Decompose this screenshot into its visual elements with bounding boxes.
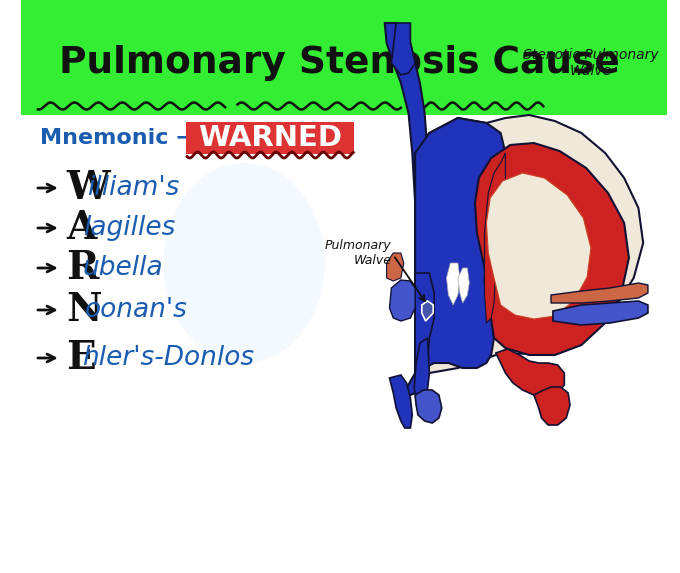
Text: E: E (67, 339, 96, 377)
Polygon shape (387, 253, 404, 281)
Polygon shape (385, 23, 429, 395)
Polygon shape (390, 280, 415, 321)
Text: N: N (67, 291, 102, 329)
Text: hler's-Donlos: hler's-Donlos (82, 345, 255, 371)
Text: W: W (67, 169, 110, 207)
Ellipse shape (163, 163, 325, 363)
Polygon shape (390, 375, 412, 428)
Text: oonan's: oonan's (84, 297, 188, 323)
Polygon shape (415, 273, 434, 373)
Polygon shape (551, 283, 648, 303)
Polygon shape (553, 301, 648, 325)
Polygon shape (447, 263, 460, 305)
Text: WARNED: WARNED (199, 124, 342, 152)
Text: lagilles: lagilles (84, 215, 176, 241)
Text: Pulmonary Stenosis Cause: Pulmonary Stenosis Cause (58, 45, 619, 81)
Polygon shape (415, 390, 442, 423)
Text: illiam's: illiam's (87, 175, 180, 201)
Polygon shape (392, 23, 415, 75)
Polygon shape (534, 387, 570, 425)
Text: ubella: ubella (82, 255, 163, 281)
Polygon shape (485, 153, 505, 323)
Text: R: R (67, 249, 99, 287)
Text: A: A (67, 209, 97, 247)
Polygon shape (458, 268, 469, 303)
Text: Stenotic Pulmonary
Walve: Stenotic Pulmonary Walve (523, 48, 659, 78)
Text: Mnemonic →: Mnemonic → (40, 128, 194, 148)
Polygon shape (422, 301, 433, 321)
FancyBboxPatch shape (186, 122, 354, 154)
Polygon shape (414, 338, 429, 403)
Polygon shape (496, 349, 564, 396)
FancyBboxPatch shape (21, 0, 667, 115)
Polygon shape (415, 115, 643, 373)
Text: Pulmonary
Walve: Pulmonary Walve (325, 239, 392, 267)
Polygon shape (486, 173, 591, 319)
Polygon shape (475, 143, 629, 355)
Polygon shape (415, 118, 505, 373)
